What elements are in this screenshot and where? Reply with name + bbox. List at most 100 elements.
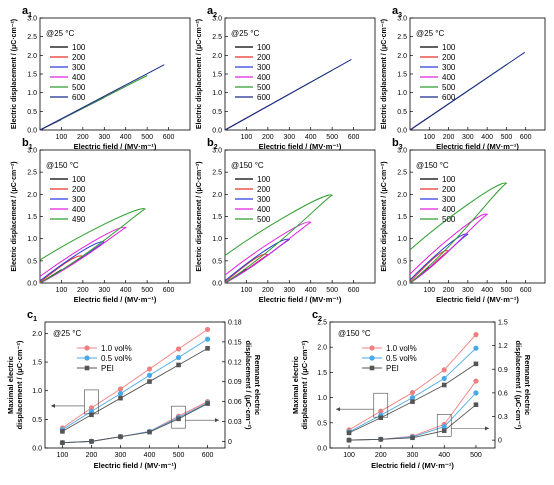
x-tick-label: 300 bbox=[98, 134, 110, 141]
x-tick-label: 100 bbox=[343, 452, 355, 459]
marker-circle bbox=[204, 336, 211, 342]
panel-label-b2: b2 bbox=[207, 137, 218, 151]
y-axis-label: Electric displacement / (μC·cm⁻²) bbox=[196, 161, 203, 271]
y-tick-label: 2.0 bbox=[27, 53, 37, 60]
x-tick-label: 600 bbox=[520, 134, 532, 141]
y-tick-label: 2.0 bbox=[397, 192, 407, 199]
marker-circle bbox=[473, 390, 479, 396]
legend-label: 100 bbox=[257, 175, 271, 184]
temperature-annotation: @25 °C bbox=[46, 29, 74, 38]
legend-label: 0.5 vol% bbox=[101, 354, 132, 363]
y-tick-label: 0.0 bbox=[27, 128, 37, 135]
legend-label: 400 bbox=[257, 205, 271, 214]
panel-label-b1: b1 bbox=[22, 137, 33, 151]
legend-label: 200 bbox=[257, 53, 271, 62]
marker-square bbox=[441, 382, 447, 388]
y-tick-label: 0.5 bbox=[32, 417, 42, 424]
y-tick-label: 1.5 bbox=[27, 72, 37, 79]
x-axis-label: Electric field / (MV·m⁻¹) bbox=[436, 142, 519, 151]
y-tick-label: 1.5 bbox=[27, 214, 37, 221]
x-tick-label: 100 bbox=[57, 452, 69, 459]
x-axis-label: Electric field / (MV·m⁻¹) bbox=[436, 295, 519, 304]
legend-label: 100 bbox=[442, 175, 456, 184]
y-axis-label: Electric displacement / (μC·cm⁻²) bbox=[381, 19, 388, 129]
x-tick-label: 200 bbox=[443, 134, 455, 141]
panel-c1: c1 0.0 0.5 1.0 1.5 2.0 0 0.03 0.06 0.09 0.12 0.15 0.… bbox=[6, 309, 262, 470]
temperature-annotation: @25 °C bbox=[416, 29, 444, 38]
y-axis-label: Electric displacement / (μC·cm⁻²) bbox=[196, 19, 203, 129]
y-tick-label: 0.5 bbox=[317, 420, 327, 427]
y-tick-label: 1.0 bbox=[317, 395, 327, 402]
legend-label: 300 bbox=[72, 195, 86, 204]
x-tick-label: 100 bbox=[423, 287, 435, 294]
legend-label: PEI bbox=[386, 364, 399, 373]
marker-square bbox=[346, 437, 352, 443]
x-axis-label: Electric field / (MV·m⁻¹) bbox=[74, 142, 157, 151]
y-tick-label: 2.5 bbox=[27, 170, 37, 177]
marker-circle bbox=[441, 424, 447, 430]
marker-square bbox=[89, 412, 94, 418]
x-tick-label: 300 bbox=[462, 287, 474, 294]
legend-label: 600 bbox=[442, 93, 456, 102]
loop-500 bbox=[409, 182, 508, 284]
x-tick-label: 100 bbox=[241, 134, 253, 141]
panel-label-a1: a1 bbox=[22, 5, 32, 19]
arrow-head bbox=[485, 426, 489, 431]
indicator-box bbox=[84, 389, 99, 415]
x-tick-label: 500 bbox=[141, 134, 153, 141]
x-tick-label: 300 bbox=[407, 452, 419, 459]
x-tick-label: 100 bbox=[56, 287, 68, 294]
legend-label: 0.5 vol% bbox=[386, 354, 417, 363]
y-tick-label: 3.0 bbox=[212, 148, 222, 155]
indicator-box bbox=[373, 392, 389, 418]
x-tick-label: 600 bbox=[520, 287, 532, 294]
x-tick-label: 500 bbox=[173, 452, 185, 459]
x-axis-label: Electric field / (MV·m⁻¹) bbox=[74, 295, 157, 304]
line-dr-PEI bbox=[62, 403, 208, 444]
y-tick-label: 1.0 bbox=[27, 90, 37, 97]
marker-circle bbox=[175, 346, 182, 352]
legend-marker bbox=[84, 355, 90, 361]
y2-tick-label: 0.09 bbox=[228, 379, 242, 386]
y-tick-label: 1.5 bbox=[212, 214, 222, 221]
curve-600 bbox=[224, 59, 352, 131]
y-tick-label: 1.0 bbox=[397, 236, 407, 243]
y2-tick-label: 0 bbox=[498, 438, 502, 445]
y2-tick-label: 0.9 bbox=[498, 367, 508, 374]
legend-label: 300 bbox=[257, 63, 271, 72]
marker-circle bbox=[473, 378, 479, 384]
marker-circle bbox=[378, 408, 384, 414]
curve-600 bbox=[409, 51, 526, 131]
y-tick-label: 1.0 bbox=[27, 236, 37, 243]
x-tick-label: 100 bbox=[423, 134, 435, 141]
legend-label: 300 bbox=[442, 195, 456, 204]
y-tick-label: 0.5 bbox=[397, 258, 407, 265]
y-tick-label: 0.0 bbox=[212, 281, 222, 288]
arrow-head bbox=[215, 418, 219, 423]
loop-400 bbox=[409, 213, 489, 284]
y2-tick-label: 0.18 bbox=[228, 320, 242, 327]
y-tick-label: 1.5 bbox=[397, 72, 407, 79]
x-tick-label: 400 bbox=[305, 134, 317, 141]
marker-circle bbox=[441, 367, 447, 373]
y2-tick-label: 0.6 bbox=[498, 390, 508, 397]
y-tick-label: 3.0 bbox=[27, 148, 37, 155]
marker-square bbox=[147, 379, 152, 384]
legend-label: 300 bbox=[442, 63, 456, 72]
y-tick-label: 0.5 bbox=[212, 258, 222, 265]
panel-label-c2: c2 bbox=[312, 309, 322, 323]
y-tick-label: 0.5 bbox=[27, 109, 37, 116]
line-dr-1.0 vol% bbox=[349, 380, 477, 441]
x-tick-label: 300 bbox=[98, 287, 110, 294]
y-tick-label: 2.0 bbox=[317, 345, 327, 352]
legend-label: 200 bbox=[442, 185, 456, 194]
temperature-annotation: @150 °C bbox=[416, 161, 449, 170]
legend-label: 200 bbox=[257, 185, 271, 194]
marker-square bbox=[176, 362, 181, 368]
x-tick-label: 600 bbox=[163, 134, 175, 141]
legend-label: 100 bbox=[442, 43, 456, 52]
legend-label: PEI bbox=[101, 364, 114, 373]
legend-label: 500 bbox=[257, 215, 271, 224]
legend-marker bbox=[84, 365, 90, 371]
